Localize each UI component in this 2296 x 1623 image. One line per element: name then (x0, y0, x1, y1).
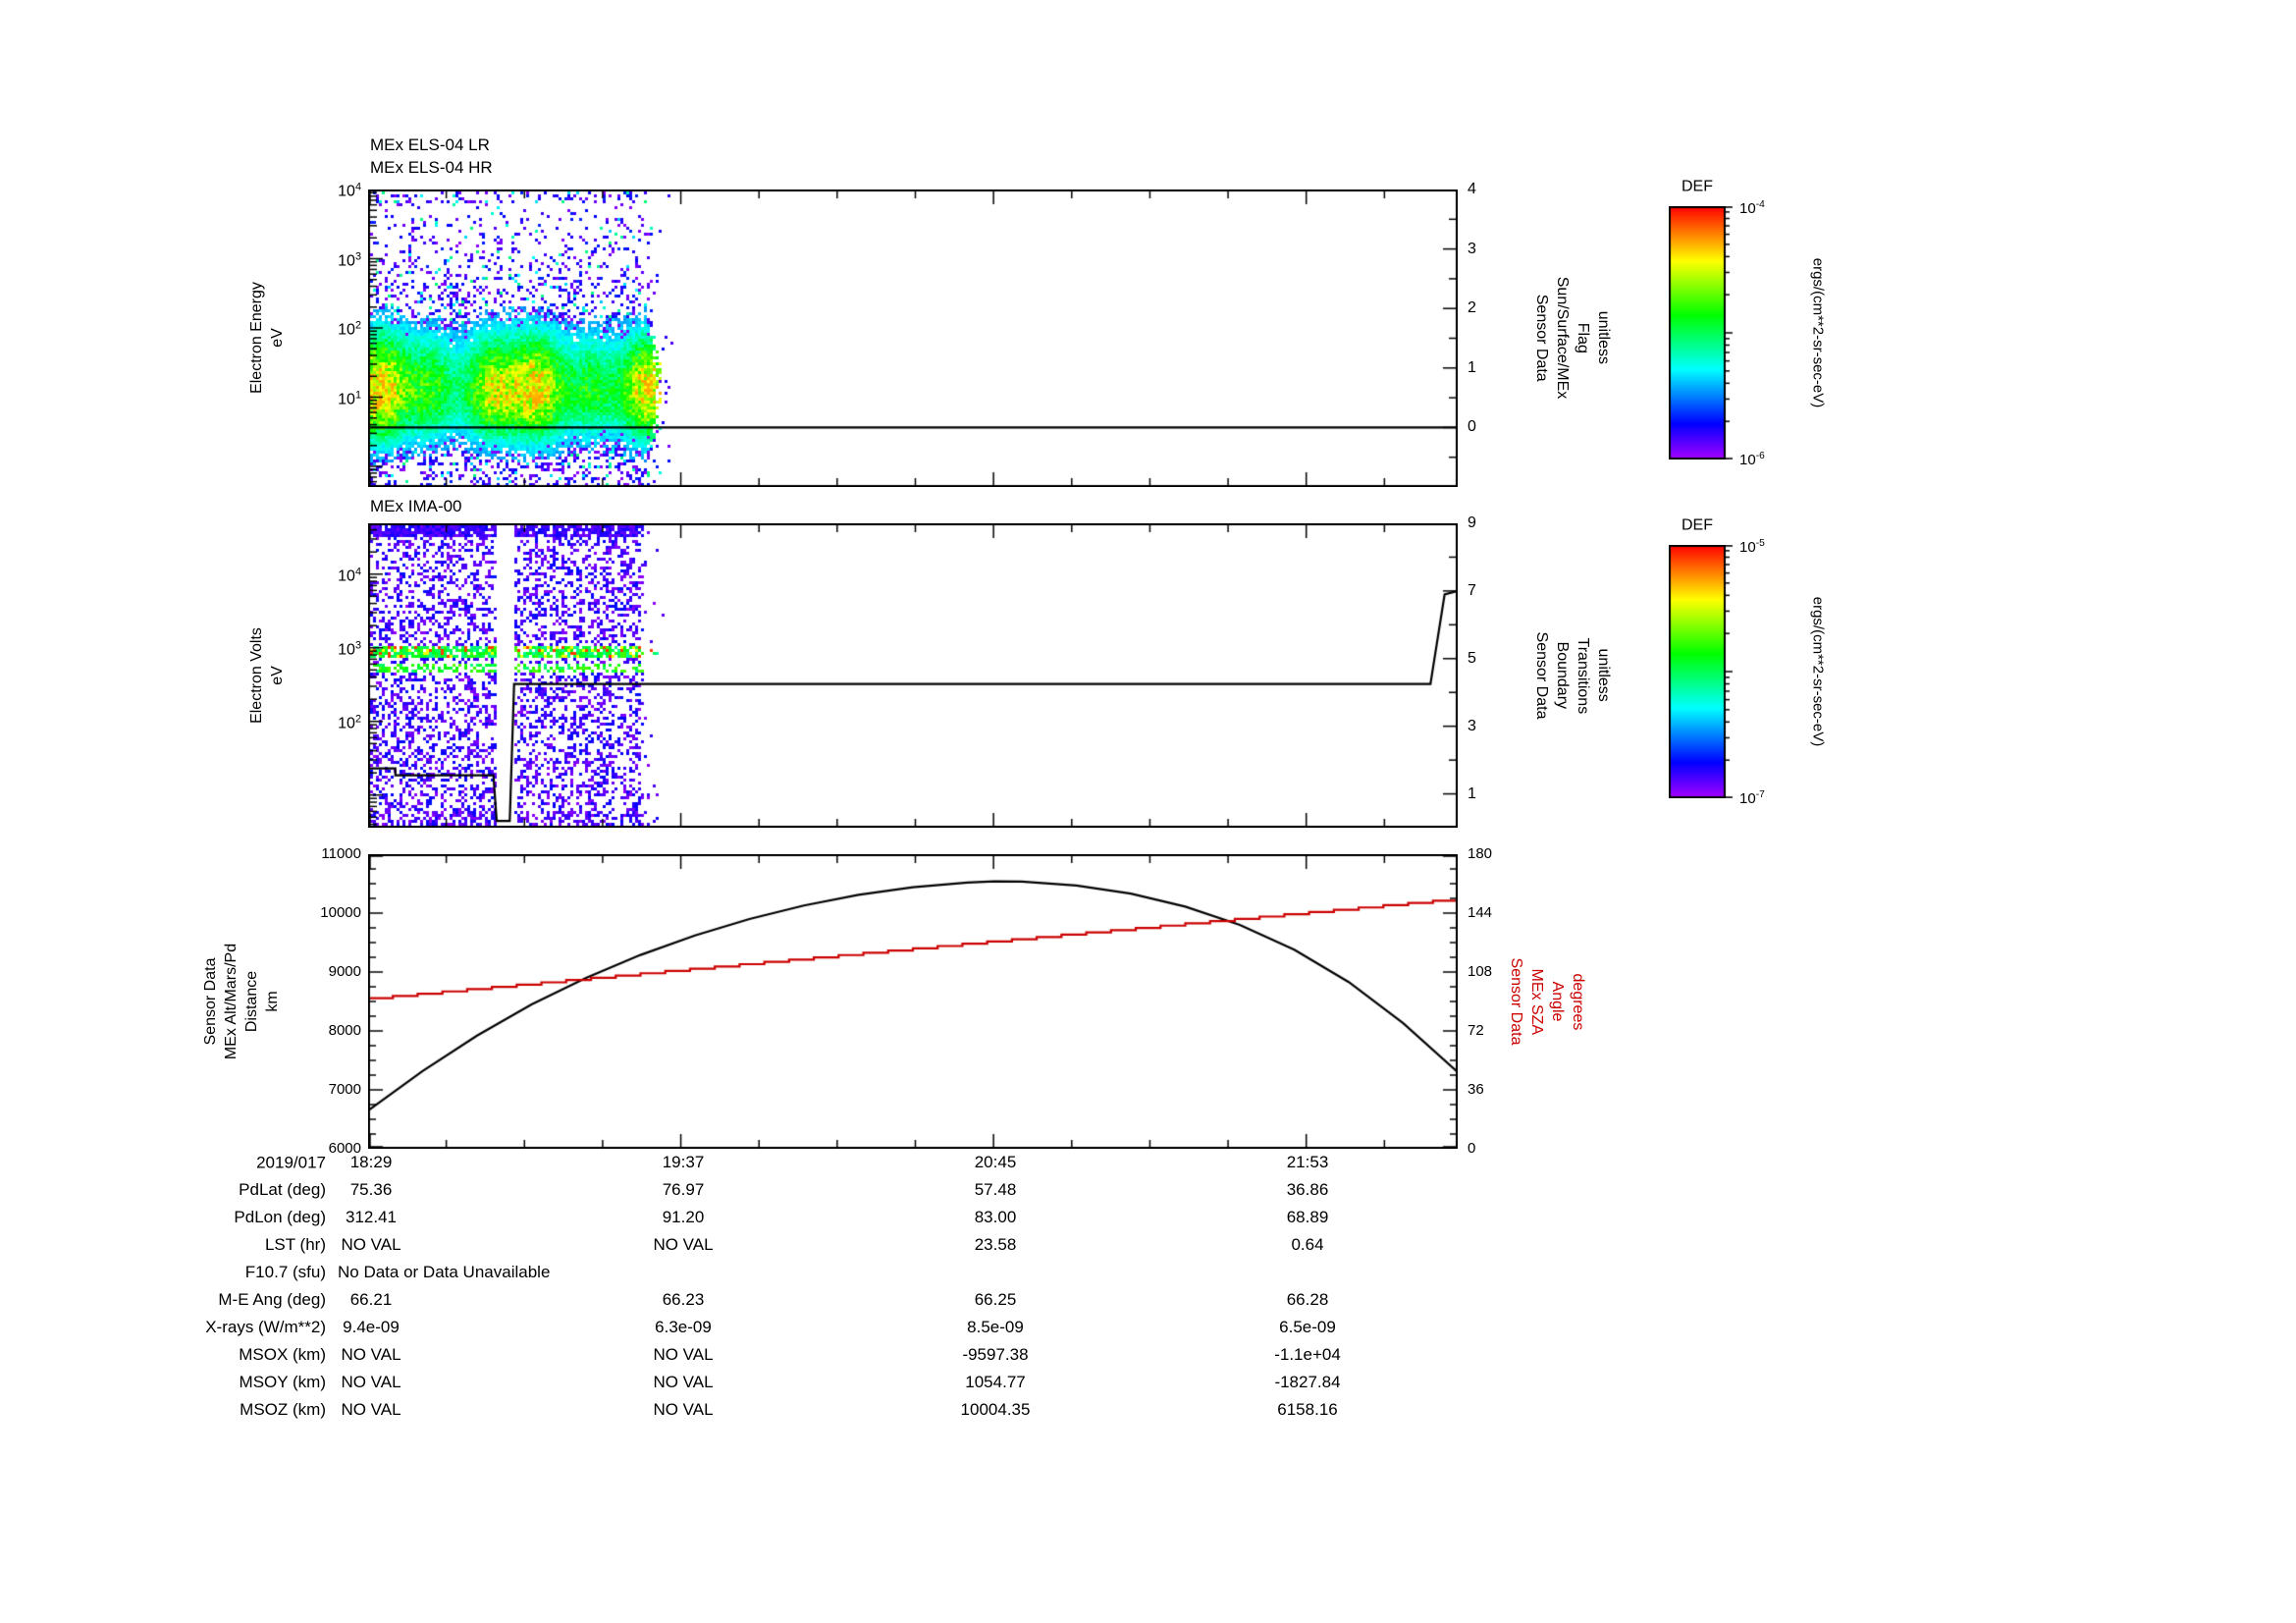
right-tick-label: 72 (1468, 1022, 1484, 1039)
y-tick-label: 104 (338, 566, 361, 585)
table-cell: NO VAL (341, 1373, 401, 1391)
right-tick-label: 0 (1468, 1140, 1476, 1157)
right-tick-label: 1 (1468, 358, 1476, 376)
table-cell: 83.00 (974, 1208, 1017, 1226)
y-tick-label: 103 (338, 249, 361, 270)
table-cell: NO VAL (653, 1400, 714, 1419)
panel2-right-axis-label: Sensor Data Boundary Transitions unitles… (1533, 631, 1612, 720)
right-tick-label: 7 (1468, 581, 1476, 599)
ima-colorbar (1669, 545, 1739, 798)
right-tick-label: 36 (1468, 1081, 1484, 1098)
right-tick-label: 180 (1468, 845, 1493, 862)
table-cell: NO VAL (341, 1235, 401, 1254)
table-cell: 1054.77 (965, 1373, 1026, 1391)
colorbar1-title: DEF (1682, 178, 1713, 195)
table-cell: 66.25 (974, 1290, 1017, 1309)
table-row-label: X-rays (W/m**2) (205, 1318, 326, 1336)
y-tick-label: 8000 (328, 1022, 361, 1039)
right-tick-label: 3 (1468, 240, 1476, 257)
table-row-label: LST (hr) (264, 1235, 326, 1254)
table-cell: 75.36 (349, 1180, 393, 1199)
panel3-y-axis-label: Sensor Data MEx Alt/Mars/Pd Distance km (202, 943, 281, 1060)
table-row-label: M-E Ang (deg) (218, 1290, 326, 1309)
panel1-title: MEx ELS-04 LR MEx ELS-04 HR (370, 135, 493, 177)
table-cell: 0.64 (1291, 1235, 1324, 1254)
altitude-sza-line-panel (368, 854, 1458, 1149)
table-cell: 66.28 (1286, 1290, 1329, 1309)
colorbar1-units-label: ergs/(cm**2-sr-sec-eV) (1809, 257, 1827, 408)
table-cell: NO VAL (653, 1373, 714, 1391)
right-tick-label: 2 (1468, 299, 1476, 317)
table-cell: 76.97 (662, 1180, 705, 1199)
time-label: 21:53 (1286, 1153, 1329, 1171)
right-tick-label: 1 (1468, 784, 1476, 802)
table-cell: -1827.84 (1274, 1373, 1341, 1391)
ima-spectrogram-panel (368, 523, 1458, 828)
y-tick-label: 10000 (320, 904, 361, 921)
panel1-y-axis-label: Electron Energy eV (248, 282, 286, 394)
time-label: 20:45 (974, 1153, 1017, 1171)
table-cell: 66.23 (662, 1290, 705, 1309)
table-row-label: PdLat (deg) (239, 1180, 326, 1199)
colorbar-tick-label: 10-4 (1739, 199, 1765, 217)
y-tick-label: 7000 (328, 1081, 361, 1098)
els-spectrogram-panel (368, 189, 1458, 487)
table-span-value: No Data or Data Unavailable (338, 1263, 551, 1281)
table-cell: NO VAL (341, 1345, 401, 1364)
table-cell: 8.5e-09 (967, 1318, 1024, 1336)
right-tick-label: 5 (1468, 649, 1476, 667)
table-cell: 10004.35 (960, 1400, 1031, 1419)
y-tick-label: 102 (338, 713, 361, 732)
y-tick-label: 103 (338, 639, 361, 659)
panel2-y-axis-label: Electron Volts eV (248, 627, 286, 724)
table-cell: 68.89 (1286, 1208, 1329, 1226)
y-tick-label: 9000 (328, 963, 361, 980)
colorbar-tick-label: 10-7 (1739, 789, 1765, 807)
colorbar-tick-label: 10-5 (1739, 538, 1765, 556)
panel2-title: MEx IMA-00 (370, 497, 462, 515)
y-tick-label: 101 (338, 388, 361, 408)
y-tick-label: 11000 (321, 845, 361, 862)
table-row-label: MSOX (km) (239, 1345, 326, 1364)
table-cell: 36.86 (1286, 1180, 1329, 1199)
table-cell: 57.48 (974, 1180, 1017, 1199)
table-cell: 91.20 (662, 1208, 705, 1226)
table-cell: 9.4e-09 (343, 1318, 400, 1336)
panel3-right-axis-label: Sensor Data MEx SZA Angle degrees (1508, 957, 1586, 1046)
table-cell: 6158.16 (1277, 1400, 1338, 1419)
time-label: 19:37 (662, 1153, 705, 1171)
colorbar2-units-label: ergs/(cm**2-sr-sec-eV) (1809, 596, 1827, 747)
y-tick-label: 102 (338, 319, 361, 339)
right-tick-label: 144 (1468, 904, 1493, 921)
colorbar2-title: DEF (1682, 516, 1713, 534)
els-colorbar (1669, 206, 1739, 460)
right-tick-label: 0 (1468, 418, 1476, 436)
table-cell: -9597.38 (962, 1345, 1029, 1364)
right-tick-label: 9 (1468, 514, 1476, 531)
y-tick-label: 104 (338, 181, 361, 200)
panel1-right-axis-label: Sensor Data Sun/Surface/MEx Flag unitles… (1533, 276, 1612, 400)
right-tick-label: 4 (1468, 181, 1476, 197)
table-cell: NO VAL (653, 1235, 714, 1254)
table-cell: 23.58 (974, 1235, 1017, 1254)
date-label: 2019/017 (256, 1153, 326, 1172)
table-cell: -1.1e+04 (1274, 1345, 1341, 1364)
colorbar-tick-label: 10-6 (1739, 451, 1765, 468)
table-row-label: MSOZ (km) (240, 1400, 326, 1419)
table-cell: NO VAL (341, 1400, 401, 1419)
table-cell: 6.5e-09 (1279, 1318, 1336, 1336)
table-row-label: F10.7 (sfu) (244, 1263, 326, 1281)
table-cell: 6.3e-09 (655, 1318, 712, 1336)
time-label: 18:29 (349, 1153, 393, 1171)
right-tick-label: 3 (1468, 717, 1476, 734)
y-tick-label: 6000 (328, 1140, 361, 1157)
table-cell: 66.21 (349, 1290, 393, 1309)
table-row-label: PdLon (deg) (234, 1208, 326, 1226)
table-row-label: MSOY (km) (239, 1373, 326, 1391)
right-tick-label: 108 (1468, 963, 1493, 980)
table-cell: NO VAL (653, 1345, 714, 1364)
table-cell: 312.41 (346, 1208, 397, 1226)
